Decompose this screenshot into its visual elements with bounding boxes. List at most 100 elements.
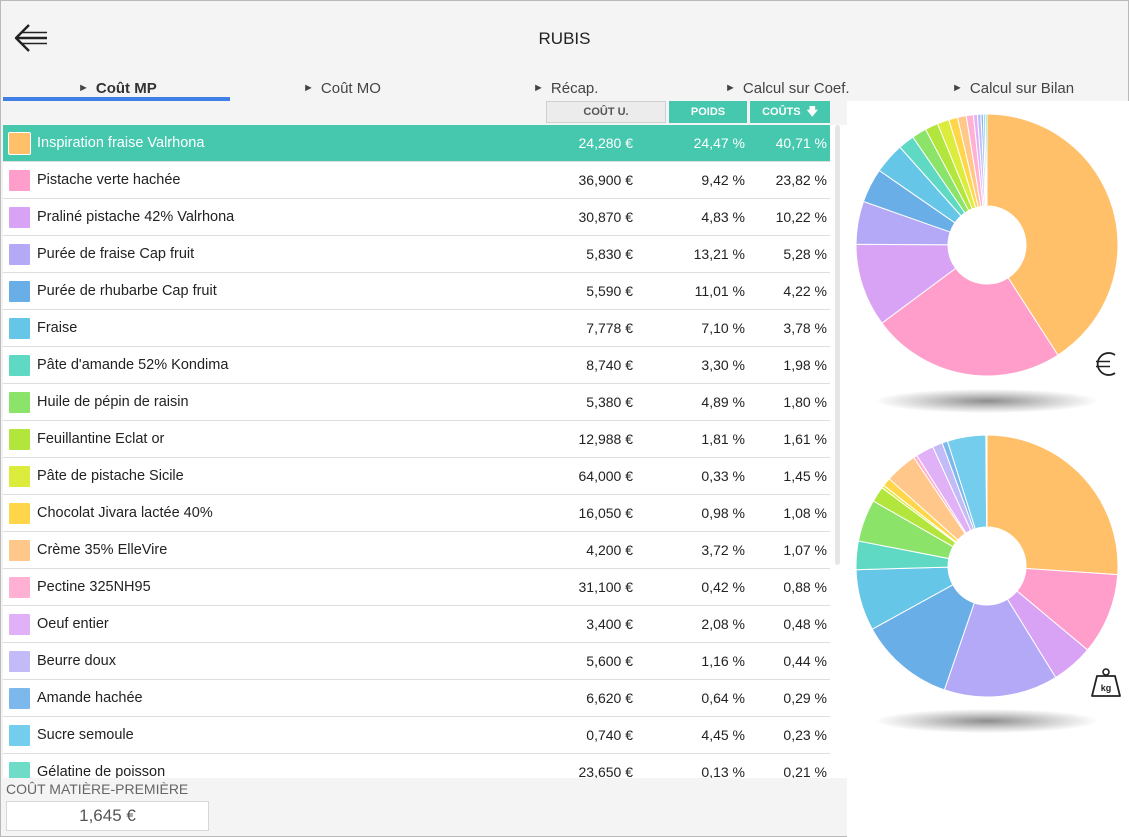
unit-cost: 5,600 € <box>586 653 633 669</box>
ingredients-table[interactable]: Inspiration fraise Valrhona 24,280 € 24,47… <box>3 125 847 778</box>
cost-percent: 0,21 % <box>783 764 827 778</box>
ingredient-name: Amande hachée <box>37 690 143 706</box>
table-row[interactable]: Purée de fraise Cap fruit 5,830 € 13,21 % 5… <box>3 236 830 273</box>
cost-percent: 40,71 % <box>775 135 827 151</box>
weight-percent: 0,98 % <box>701 505 745 521</box>
ingredient-name: Oeuf entier <box>37 616 109 632</box>
euro-icon[interactable] <box>1093 349 1121 379</box>
color-swatch <box>9 243 30 265</box>
table-row[interactable]: Pistache verte hachée 36,900 € 9,42 % 23,82… <box>3 162 830 199</box>
table-row[interactable]: Fraise 7,778 € 7,10 % 3,78 % <box>3 310 830 347</box>
active-tab-indicator <box>3 97 230 101</box>
back-arrow-icon <box>14 24 47 52</box>
cost-percent: 1,08 % <box>783 505 827 521</box>
unit-cost: 5,380 € <box>586 394 633 410</box>
kg-weight-icon[interactable]: kg <box>1089 667 1123 699</box>
weight-percent: 13,21 % <box>693 246 745 262</box>
ingredient-name: Fraise <box>37 320 78 336</box>
tab-label: Calcul sur Coef. <box>742 79 850 97</box>
tab-label: Récap. <box>550 79 599 97</box>
table-row[interactable]: Pectine 325NH95 31,100 € 0,42 % 0,88 % <box>3 569 830 606</box>
ingredient-name: Pâte de pistache Sicile <box>37 468 184 484</box>
weight-percent: 24,47 % <box>693 135 745 151</box>
weight-percent: 4,83 % <box>701 209 745 225</box>
table-row[interactable]: Gélatine de poisson 23,650 € 0,13 % 0,21 % <box>3 754 830 778</box>
tab-label: Coût MO <box>320 79 381 97</box>
color-swatch <box>8 131 31 155</box>
color-swatch <box>9 576 30 598</box>
color-swatch <box>9 465 30 487</box>
cost-percent: 0,44 % <box>783 653 827 669</box>
table-row[interactable]: Sucre semoule 0,740 € 4,45 % 0,23 % <box>3 717 830 754</box>
cost-percent: 0,88 % <box>783 579 827 595</box>
tab-cout-mo[interactable]: ► Coût MO <box>303 79 381 97</box>
tab-label: Coût MP <box>95 79 157 97</box>
unit-cost: 30,870 € <box>578 209 634 225</box>
unit-cost: 5,830 € <box>586 246 633 262</box>
cost-percent: 3,78 % <box>783 320 827 336</box>
weight-percent: 0,13 % <box>701 764 745 778</box>
unit-cost: 8,740 € <box>586 357 633 373</box>
table-row[interactable]: Purée de rhubarbe Cap fruit 5,590 € 11,01 … <box>3 273 830 310</box>
table-row[interactable]: Amande hachée 6,620 € 0,64 % 0,29 % <box>3 680 830 717</box>
page-title: RUBIS <box>538 29 591 48</box>
table-row[interactable]: Chocolat Jivara lactée 40% 16,050 € 0,98 %… <box>3 495 830 532</box>
tab-cout-mp[interactable]: ► Coût MP <box>78 79 157 97</box>
unit-cost: 12,988 € <box>578 431 634 447</box>
table-row[interactable]: Crème 35% ElleVire 4,200 € 3,72 % 1,07 % <box>3 532 830 569</box>
cost-percent: 1,80 % <box>783 394 827 410</box>
table-scrollbar[interactable] <box>835 125 840 565</box>
cost-percent: 0,29 % <box>783 690 827 706</box>
color-swatch <box>9 391 30 413</box>
unit-cost: 16,050 € <box>578 505 634 521</box>
ingredient-name: Crème 35% ElleVire <box>37 542 168 558</box>
cost-donut-chart <box>855 113 1119 377</box>
sort-down-icon: 🡇 <box>806 105 818 118</box>
weight-percent: 1,81 % <box>701 431 745 447</box>
ingredient-name: Sucre semoule <box>37 727 134 743</box>
tab-calcul-coef[interactable]: ► Calcul sur Coef. <box>725 79 850 97</box>
tab-label: Calcul sur Bilan <box>969 79 1075 97</box>
charts-panel: kg <box>847 101 1129 837</box>
table-row[interactable]: Huile de pépin de raisin 5,380 € 4,89 % 1,8… <box>3 384 830 421</box>
weight-percent: 2,08 % <box>701 616 745 632</box>
chart-shadow <box>877 709 1097 733</box>
tab-recap[interactable]: ► Récap. <box>533 79 599 97</box>
cost-percent: 1,45 % <box>783 468 827 484</box>
ingredient-name: Huile de pépin de raisin <box>37 394 189 410</box>
column-header-poids[interactable]: POIDS <box>669 101 747 123</box>
table-row[interactable]: Praliné pistache 42% Valrhona 30,870 € 4,8… <box>3 199 830 236</box>
weight-percent: 4,45 % <box>701 727 745 743</box>
unit-cost: 36,900 € <box>578 172 634 188</box>
color-swatch <box>9 317 30 339</box>
table-row[interactable]: Pâte de pistache Sicile 64,000 € 0,33 % 1,4… <box>3 458 830 495</box>
table-row[interactable]: Pâte d'amande 52% Kondima 8,740 € 3,30 % 1,… <box>3 347 830 384</box>
color-swatch <box>9 613 30 635</box>
unit-cost: 6,620 € <box>586 690 633 706</box>
svg-text:kg: kg <box>1101 683 1112 693</box>
color-swatch <box>9 650 30 672</box>
color-swatch <box>9 687 30 709</box>
weight-percent: 0,33 % <box>701 468 745 484</box>
weight-percent: 4,89 % <box>701 394 745 410</box>
column-label: COÛTS <box>762 106 801 118</box>
back-button[interactable] <box>11 19 51 59</box>
tab-calcul-bilan[interactable]: ► Calcul sur Bilan <box>952 79 1075 97</box>
cost-percent: 4,22 % <box>783 283 827 299</box>
ingredient-name: Gélatine de poisson <box>37 764 166 778</box>
column-header-couts[interactable]: COÛTS 🡇 <box>750 101 830 123</box>
table-row[interactable]: Feuillantine Eclat or 12,988 € 1,81 % 1,61 … <box>3 421 830 458</box>
column-label: POIDS <box>690 106 726 118</box>
table-row[interactable]: Oeuf entier 3,400 € 2,08 % 0,48 % <box>3 606 830 643</box>
column-header-cout-unitaire[interactable]: COÛT U. <box>546 101 666 123</box>
unit-cost: 24,280 € <box>578 135 634 151</box>
ingredient-name: Pâte d'amande 52% Kondima <box>37 357 229 373</box>
table-row[interactable]: Inspiration fraise Valrhona 24,280 € 24,47… <box>3 125 830 162</box>
weight-percent: 1,16 % <box>701 653 745 669</box>
weight-donut-slice <box>985 434 988 528</box>
table-row[interactable]: Beurre doux 5,600 € 1,16 % 0,44 % <box>3 643 830 680</box>
color-swatch <box>9 724 30 746</box>
weight-percent: 9,42 % <box>701 172 745 188</box>
ingredient-name: Purée de rhubarbe Cap fruit <box>37 283 217 299</box>
column-label: COÛT U. <box>583 106 629 118</box>
